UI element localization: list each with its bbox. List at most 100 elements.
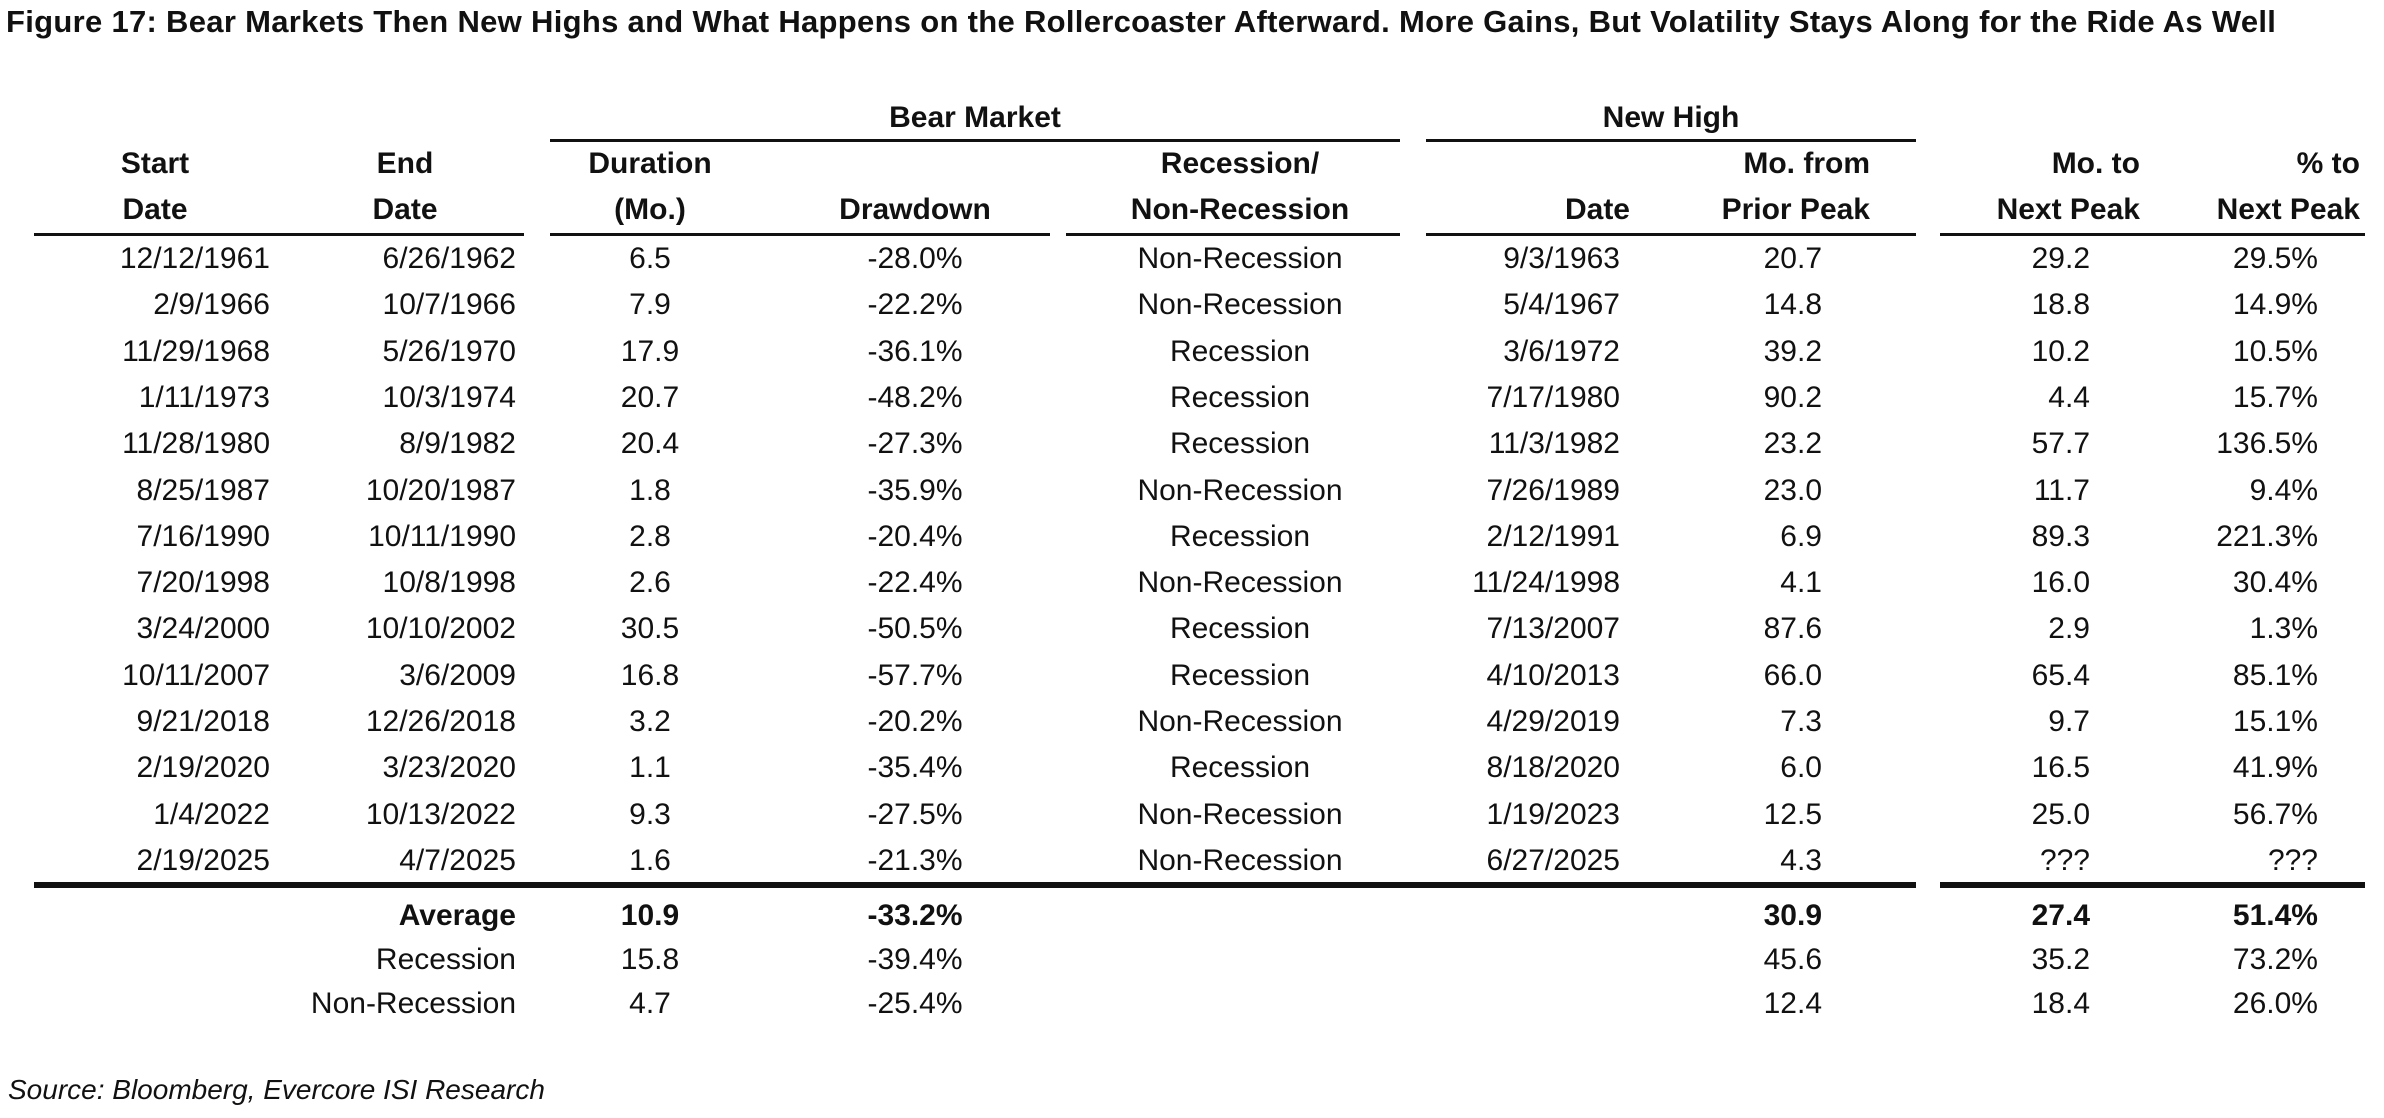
cell-recession-type: Non-Recession (1137, 473, 1343, 507)
cell-recession-type: Non-Recession (1137, 566, 1343, 600)
cell-duration: 10.9 (620, 899, 680, 932)
cell-start-date: 3/24/2000 (136, 612, 270, 646)
cell-end-date: 8/9/1982 (399, 427, 516, 461)
cell-new-high-date: 1/19/2023 (1486, 797, 1620, 831)
cell-drawdown: -25.4% (867, 987, 963, 1020)
cell-new-high-date: 6/27/2025 (1486, 843, 1620, 877)
cell-mo-from-prior-peak: 66.0 (1763, 658, 1822, 692)
cell-duration: 15.8 (620, 943, 680, 976)
cell-pct-to-next-peak: 10.5% (2232, 334, 2318, 368)
header-rule-duration-drawdown (550, 233, 1050, 236)
cell-end-date: 10/13/2022 (365, 797, 516, 831)
cell-summary-label: Average (398, 899, 516, 932)
cell-start-date: 10/11/2007 (122, 658, 270, 692)
cell-mo-from-prior-peak: 45.6 (1763, 943, 1822, 976)
cell-duration: 4.7 (629, 987, 671, 1020)
cell-mo-to-next-peak: 2.9 (2048, 612, 2090, 646)
cell-pct-to-next-peak: 30.4% (2232, 566, 2318, 600)
header-rule-next-peak (1940, 233, 2365, 236)
cell-recession-type: Non-Recession (1137, 242, 1343, 275)
cell-end-date: 10/11/1990 (368, 519, 516, 553)
cell-end-date: 10/10/2002 (365, 612, 516, 646)
cell-drawdown: -20.2% (867, 705, 963, 738)
cell-duration: 3.2 (629, 705, 671, 738)
cell-pct-to-next-peak: 29.5% (2232, 242, 2318, 275)
cell-duration: 2.8 (629, 519, 671, 553)
cell-recession-type: Recession (1169, 380, 1311, 414)
cell-drawdown: -50.5% (867, 612, 963, 646)
cell-mo-from-prior-peak: 7.3 (1780, 705, 1822, 738)
header-recession-2: Non-Recession (1130, 193, 1350, 226)
cell-duration: 16.8 (620, 658, 680, 692)
cell-new-high-date: 7/13/2007 (1486, 612, 1620, 646)
cell-duration: 17.9 (620, 334, 680, 368)
cell-new-high-date: 3/6/1972 (1503, 334, 1620, 368)
cell-mo-from-prior-peak: 12.5 (1763, 797, 1822, 831)
cell-mo-to-next-peak: 11.7 (2033, 473, 2090, 507)
cell-drawdown: -27.3% (867, 427, 963, 461)
cell-pct-to-next-peak: 26.0% (2232, 987, 2318, 1020)
cell-end-date: 10/8/1998 (382, 566, 516, 600)
header-mo-next-2: Next Peak (1996, 193, 2140, 226)
header-mo-prior-1: Mo. from (1743, 147, 1870, 180)
cell-start-date: 7/20/1998 (136, 566, 270, 600)
cell-duration: 30.5 (620, 612, 680, 646)
cell-mo-to-next-peak: 18.8 (2031, 288, 2090, 322)
cell-pct-to-next-peak: 73.2% (2232, 943, 2318, 976)
cell-end-date: 3/23/2020 (382, 751, 516, 785)
header-new-high-date: Date (1564, 193, 1630, 226)
cell-mo-to-next-peak: 4.4 (2048, 380, 2090, 414)
cell-recession-type: Recession (1169, 612, 1311, 646)
cell-mo-from-prior-peak: 23.2 (1763, 427, 1822, 461)
cell-new-high-date: 4/10/2013 (1486, 658, 1620, 692)
header-recession-1: Recession/ (1160, 147, 1320, 180)
cell-new-high-date: 11/3/1982 (1488, 427, 1620, 461)
cell-mo-from-prior-peak: 39.2 (1763, 334, 1822, 368)
cell-start-date: 11/29/1968 (122, 334, 270, 368)
cell-duration: 1.8 (629, 473, 671, 507)
cell-end-date: 4/7/2025 (399, 843, 516, 877)
header-end-1: End (376, 147, 434, 180)
bear-market-underline (550, 139, 1400, 142)
header-duration-2: (Mo.) (614, 193, 686, 226)
cell-pct-to-next-peak: 9.4% (2249, 473, 2318, 507)
cell-mo-from-prior-peak: 90.2 (1763, 380, 1822, 414)
cell-duration: 1.6 (629, 843, 671, 877)
cell-mo-to-next-peak: ??? (2039, 843, 2090, 877)
cell-summary-label: Non-Recession (310, 987, 516, 1020)
cell-drawdown: -33.2% (867, 899, 963, 932)
cell-drawdown: -48.2% (867, 380, 963, 414)
cell-new-high-date: 5/4/1967 (1503, 288, 1620, 322)
header-drawdown: Drawdown (839, 193, 991, 226)
cell-mo-to-next-peak: 10.2 (2031, 334, 2090, 368)
cell-pct-to-next-peak: 85.1% (2232, 658, 2318, 692)
cell-mo-from-prior-peak: 87.6 (1763, 612, 1822, 646)
cell-end-date: 12/26/2018 (365, 705, 516, 738)
cell-start-date: 1/4/2022 (153, 797, 270, 831)
group-header-bear-market: Bear Market (889, 101, 1061, 134)
header-mo-next-1: Mo. to (2051, 147, 2140, 180)
header-end-2: Date (372, 193, 438, 226)
cell-pct-to-next-peak: 1.3% (2249, 612, 2318, 646)
cell-drawdown: -22.4% (867, 566, 963, 600)
cell-recession-type: Recession (1169, 519, 1311, 553)
cell-duration: 1.1 (629, 751, 671, 785)
cell-mo-from-prior-peak: 14.8 (1763, 288, 1822, 322)
cell-end-date: 10/20/1987 (365, 473, 516, 507)
cell-start-date: 12/12/1961 (119, 242, 270, 275)
figure-title: Figure 17: Bear Markets Then New Highs a… (6, 4, 2277, 39)
cell-mo-to-next-peak: 65.4 (2031, 658, 2090, 692)
cell-recession-type: Non-Recession (1137, 797, 1343, 831)
cell-mo-to-next-peak: 9.7 (2048, 705, 2090, 738)
cell-drawdown: -36.1% (867, 334, 963, 368)
cell-pct-to-next-peak: ??? (2267, 843, 2318, 877)
cell-pct-to-next-peak: 15.7% (2232, 380, 2318, 414)
cell-end-date: 6/26/1962 (382, 242, 516, 275)
cell-start-date: 1/11/1973 (138, 380, 270, 414)
cell-mo-from-prior-peak: 4.1 (1780, 566, 1822, 600)
cell-drawdown: -28.0% (867, 242, 963, 275)
cell-mo-to-next-peak: 35.2 (2031, 943, 2090, 976)
cell-duration: 20.7 (620, 380, 680, 414)
cell-recession-type: Recession (1169, 427, 1311, 461)
cell-new-high-date: 8/18/2020 (1486, 751, 1620, 785)
